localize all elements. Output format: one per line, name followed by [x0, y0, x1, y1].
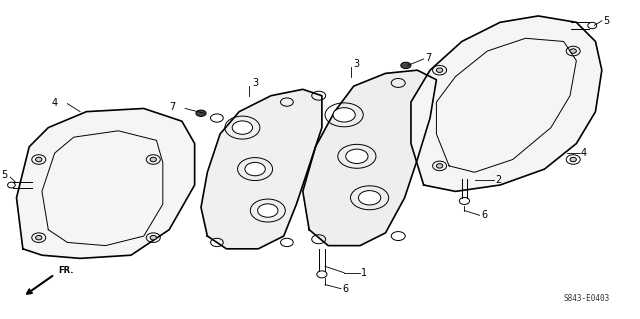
Ellipse shape [258, 204, 278, 217]
Text: 6: 6 [342, 284, 348, 294]
Text: 5: 5 [1, 170, 7, 181]
Text: 2: 2 [495, 175, 501, 185]
Ellipse shape [436, 164, 443, 168]
Text: 7: 7 [425, 53, 431, 63]
Text: 1: 1 [362, 268, 367, 278]
Ellipse shape [436, 68, 443, 72]
Ellipse shape [346, 149, 368, 164]
Ellipse shape [196, 110, 206, 116]
Text: 6: 6 [481, 210, 487, 220]
Text: 7: 7 [170, 102, 175, 112]
Ellipse shape [232, 121, 253, 134]
Polygon shape [303, 70, 436, 246]
Text: 5: 5 [603, 16, 609, 26]
Ellipse shape [570, 157, 577, 162]
Ellipse shape [245, 162, 265, 176]
Text: FR.: FR. [58, 266, 74, 275]
Ellipse shape [570, 49, 577, 53]
Text: S843-E0403: S843-E0403 [564, 294, 610, 303]
Ellipse shape [36, 157, 42, 162]
Text: 3: 3 [252, 78, 258, 88]
Text: 4: 4 [52, 98, 58, 108]
Ellipse shape [333, 108, 355, 122]
Ellipse shape [358, 190, 381, 205]
Text: 3: 3 [354, 59, 360, 69]
Ellipse shape [36, 235, 42, 240]
Polygon shape [201, 89, 322, 249]
Ellipse shape [150, 235, 156, 240]
Ellipse shape [401, 62, 411, 69]
Polygon shape [17, 108, 195, 258]
Ellipse shape [150, 157, 156, 162]
Text: 4: 4 [581, 148, 587, 158]
Polygon shape [411, 16, 602, 191]
